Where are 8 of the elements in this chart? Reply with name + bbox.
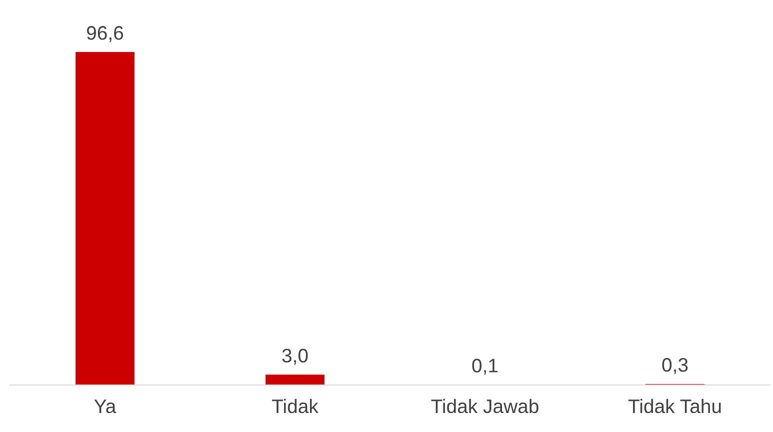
data-label: 3,0	[282, 348, 308, 365]
x-tick-label: Tidak Tahu	[628, 398, 721, 414]
data-label: 96,6	[86, 26, 124, 42]
data-label: 0,3	[662, 358, 688, 374]
x-tick-label: Tidak	[272, 398, 318, 414]
x-tick-label: Ya	[94, 400, 116, 414]
x-tick-label: Tidak Jawab	[431, 398, 538, 414]
data-label: 0,1	[472, 358, 498, 375]
